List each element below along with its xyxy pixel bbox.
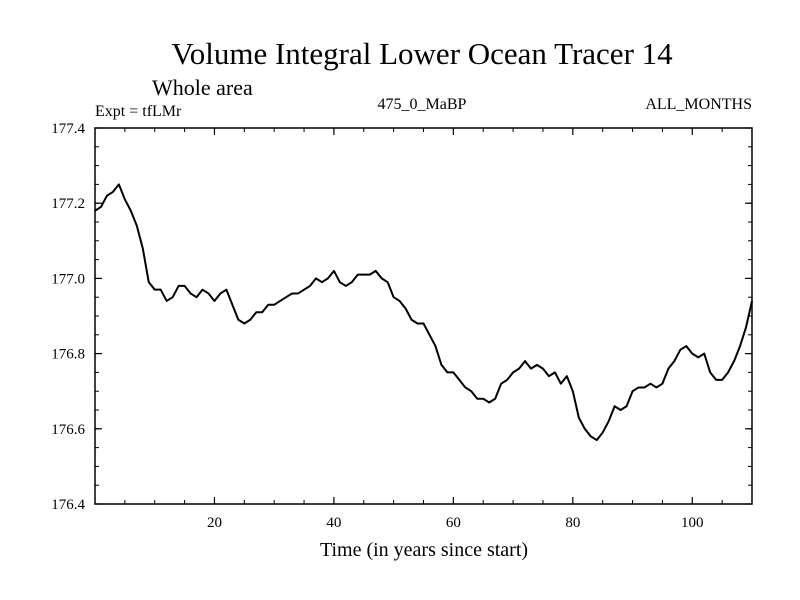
chart-title: Volume Integral Lower Ocean Tracer 14 bbox=[171, 36, 673, 71]
series-line bbox=[94, 183, 753, 442]
months-label: ALL_MONTHS bbox=[645, 96, 752, 113]
y-tick-label: 176.8 bbox=[51, 347, 85, 363]
y-tick-label: 177.4 bbox=[51, 121, 85, 137]
period-label: 475_0_MaBP bbox=[378, 96, 467, 113]
x-tick-label: 60 bbox=[446, 515, 461, 531]
x-tick-label: 20 bbox=[207, 515, 222, 531]
y-tick-label: 177.2 bbox=[51, 196, 85, 212]
x-tick-label: 80 bbox=[565, 515, 580, 531]
x-axis-label: Time (in years since start) bbox=[320, 539, 528, 561]
y-tick-label: 177.0 bbox=[51, 271, 85, 287]
chart-subtitle: Whole area bbox=[152, 75, 253, 100]
x-tick-label: 40 bbox=[326, 515, 341, 531]
plot-frame bbox=[94, 127, 753, 505]
axis-ticks: 20 40 60 80 100 176.4 176.6 176.8 177.0 177.2 177.… bbox=[51, 121, 752, 531]
expt-label: Expt = tfLMr bbox=[95, 103, 182, 120]
x-tick-label: 100 bbox=[681, 515, 704, 531]
y-tick-label: 176.4 bbox=[51, 497, 85, 513]
y-tick-label: 176.6 bbox=[51, 422, 85, 438]
series-layer bbox=[94, 183, 753, 442]
